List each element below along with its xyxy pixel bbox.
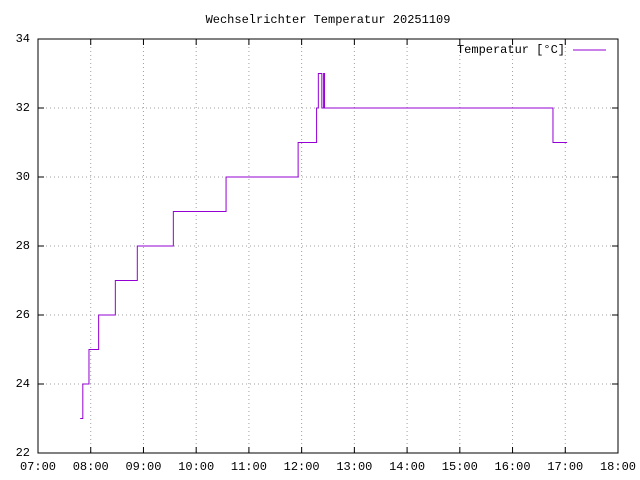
y-tick-label: 22 xyxy=(16,446,30,460)
y-tick-label: 24 xyxy=(16,377,30,391)
data-line xyxy=(80,73,568,419)
x-tick-label: 09:00 xyxy=(125,460,161,474)
x-tick-label: 13:00 xyxy=(336,460,372,474)
x-tick-label: 18:00 xyxy=(600,460,636,474)
x-tick-label: 14:00 xyxy=(389,460,425,474)
legend-label: Temperatur [°C] xyxy=(457,43,565,57)
y-tick-label: 34 xyxy=(16,32,30,46)
x-tick-label: 07:00 xyxy=(20,460,56,474)
y-tick-label: 32 xyxy=(16,101,30,115)
x-tick-label: 12:00 xyxy=(284,460,320,474)
x-tick-label: 16:00 xyxy=(495,460,531,474)
y-tick-label: 26 xyxy=(16,308,30,322)
x-tick-label: 17:00 xyxy=(547,460,583,474)
x-tick-label: 11:00 xyxy=(231,460,267,474)
chart-title: Wechselrichter Temperatur 20251109 xyxy=(206,13,451,27)
x-tick-label: 10:00 xyxy=(178,460,214,474)
y-tick-label: 28 xyxy=(16,239,30,253)
plot-frame xyxy=(37,38,619,454)
x-tick-label: 15:00 xyxy=(442,460,478,474)
y-tick-label: 30 xyxy=(16,170,30,184)
x-tick-label: 08:00 xyxy=(73,460,109,474)
